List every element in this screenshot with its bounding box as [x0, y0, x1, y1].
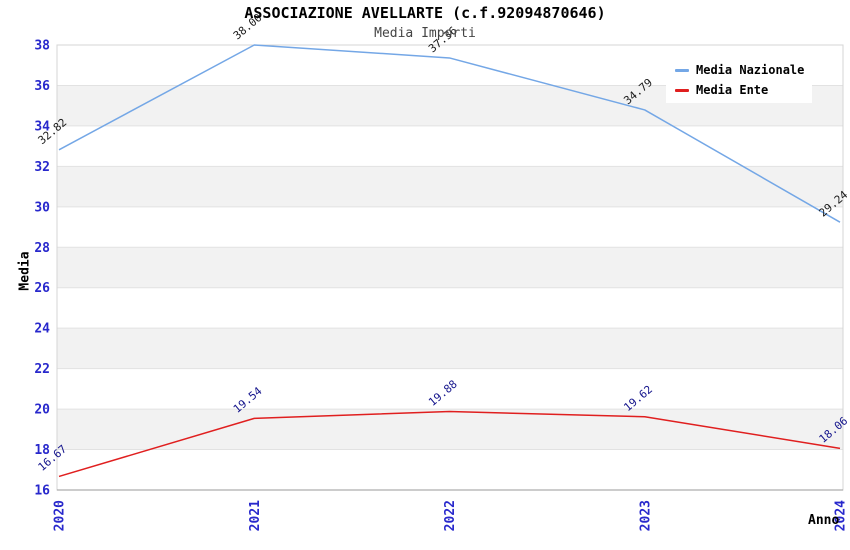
y-tick-label: 16: [34, 484, 50, 499]
y-tick-label: 36: [34, 79, 50, 94]
x-tick-label: 2020: [53, 500, 68, 531]
x-axis-title: Anno: [808, 513, 840, 528]
chart-title: ASSOCIAZIONE AVELLARTE (c.f.92094870646): [244, 4, 606, 22]
y-tick-label: 38: [34, 39, 50, 54]
legend-item-media-ente: Media Ente: [675, 83, 812, 97]
x-tick-label: 2023: [638, 500, 653, 531]
grid-band: [57, 287, 843, 329]
y-tick-label: 34: [34, 119, 50, 134]
grid-band: [57, 166, 843, 207]
x-tick-label: 2024: [834, 500, 849, 531]
chart-subtitle: Media Importi: [374, 26, 476, 41]
y-tick-label: 26: [34, 281, 50, 296]
x-tick-label: 2021: [248, 500, 263, 531]
y-tick-label: 20: [34, 403, 50, 418]
grid-band: [57, 125, 843, 167]
y-tick-label: 28: [34, 241, 50, 256]
y-tick-label: 32: [34, 160, 50, 175]
y-tick-label: 22: [34, 362, 50, 377]
y-axis-title: Media: [17, 251, 33, 291]
legend: Media Nazionale Media Ente: [666, 57, 812, 103]
grid-band: [57, 247, 843, 288]
grid-band: [57, 409, 843, 450]
y-tick-label: 24: [34, 322, 50, 337]
x-tick-label: 2022: [443, 500, 458, 531]
legend-label: Media Ente: [696, 83, 769, 97]
grid-band: [57, 449, 843, 490]
series-line: [58, 410, 841, 478]
legend-swatch-blue-line-icon: [675, 68, 689, 72]
y-tick-label: 30: [34, 200, 50, 215]
legend-swatch-red-line-icon: [675, 88, 689, 92]
legend-label: Media Nazionale: [696, 63, 805, 77]
series-line: [58, 44, 841, 223]
y-tick-label: 18: [34, 443, 50, 458]
grid-band: [57, 328, 843, 369]
grid-band: [57, 368, 843, 410]
grid-band: [57, 206, 843, 248]
legend-item-media-nazionale: Media Nazionale: [675, 63, 812, 77]
